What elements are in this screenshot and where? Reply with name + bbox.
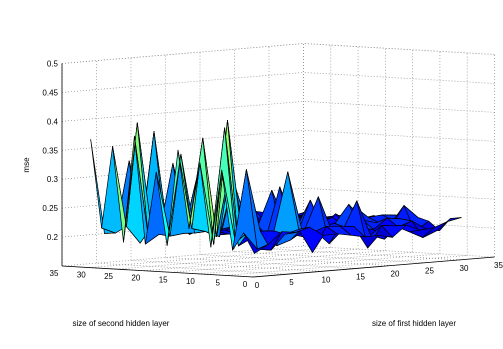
surface-facet [243,232,269,254]
x-axis-label: size of first hidden layer [372,319,456,328]
x-tick-label: 0 [255,281,260,290]
y-tick-label: 0 [243,280,248,289]
z-tick-label: 0.2 [47,233,59,242]
wall-gridline-z [61,72,304,93]
surface-mesh [90,119,462,254]
x-tick-label: 20 [391,270,400,279]
y-tick-label: 25 [104,272,113,281]
z-tick-label: 0.45 [42,88,58,97]
floor-gridline-x [199,254,392,266]
floor-gridline-y [198,253,440,275]
x-tick-label: 25 [425,267,434,276]
wall-gridline-z [61,129,304,151]
floor-gridline-y [225,255,468,276]
floor-gridline-x [165,257,357,269]
wall-gridline-z [303,72,495,84]
y-tick-label: 30 [77,271,86,280]
x-tick-label: 5 [289,278,294,287]
x-tick-label: 35 [494,261,503,270]
x-tick-label: 10 [322,275,331,284]
z-tick-label: 0.25 [42,204,58,213]
wall-gridline-z [303,158,495,171]
x-axis-line [252,256,495,278]
y-tick-label: 15 [159,275,168,284]
y-tick-label: 35 [50,269,59,278]
floor-gridline-x [96,262,288,275]
wall-gridline-z [303,101,495,113]
floor-gridline-y [116,248,359,270]
wall-gridline-z [61,158,304,180]
box-top-edge [303,43,495,55]
wall-gridline-z [303,187,495,200]
floor-gridline-y [89,247,331,268]
x-tick-label: 15 [356,272,365,281]
wall-gridline-z [303,129,495,142]
tick-labels: 0 5 10 15 20 25 30 35 0 5 10 15 20 25 30 35 0.2 0.25 0.3 0.… [42,60,503,291]
y-axis-label: size of second hidden layer [73,319,170,328]
wall-gridline-z [61,101,304,122]
y-tick-label: 5 [215,278,220,287]
box-top-edge [61,43,304,64]
y-axis-line [61,265,254,278]
floor-gridline-x [268,248,461,261]
y-tick-label: 10 [186,277,195,286]
z-tick-label: 0.3 [47,175,59,184]
x-tick-label: 30 [460,264,469,273]
y-tick-label: 20 [131,274,140,283]
z-tick-label: 0.5 [47,60,59,69]
floor-gridline-x [234,251,426,264]
wall-gridline-z [61,187,304,209]
z-axis-label: mse [22,157,31,173]
floor-gridline-x [303,245,495,258]
axes [61,63,495,278]
z-tick-label: 0.35 [42,146,58,155]
z-tick-label: 0.4 [47,117,59,126]
floor-gridline-y [143,250,386,272]
floor-gridline-x [130,259,323,272]
floor-gridline-y [171,251,413,273]
